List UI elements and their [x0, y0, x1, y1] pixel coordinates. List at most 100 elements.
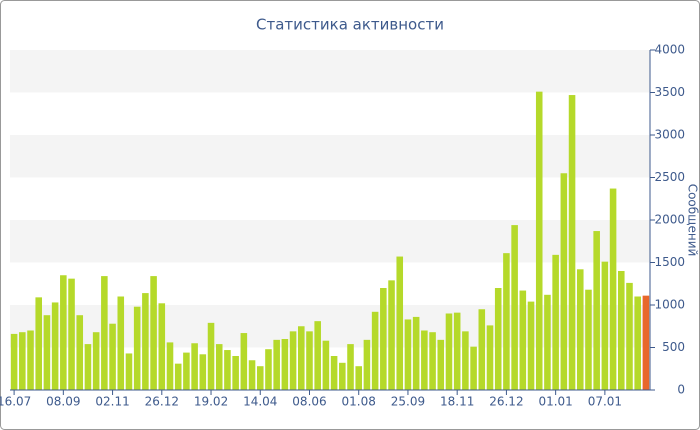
bar: [560, 173, 568, 390]
bar: [642, 295, 650, 390]
bar: [35, 297, 42, 390]
bar: [109, 323, 116, 390]
bar: [199, 354, 207, 390]
y-tick-label: 4000: [654, 43, 685, 57]
bar: [142, 293, 149, 390]
bar: [125, 353, 133, 390]
bar: [183, 352, 190, 390]
bar: [626, 282, 633, 390]
bar: [355, 366, 362, 390]
bar: [60, 275, 67, 390]
x-tick-label: 26.12: [145, 395, 179, 409]
bar: [150, 276, 157, 390]
x-tick-label: 19.02: [194, 395, 228, 409]
bar: [330, 356, 338, 390]
bar: [207, 322, 215, 390]
x-tick-label: 08.09: [46, 395, 80, 409]
bar: [396, 256, 404, 390]
x-tick-label: 02.11: [95, 395, 129, 409]
bar: [527, 301, 535, 390]
bar: [256, 366, 264, 390]
bar: [470, 346, 477, 390]
bar: [593, 231, 600, 390]
bar: [19, 332, 26, 390]
bar: [322, 340, 330, 390]
bar: [76, 315, 84, 390]
bar: [43, 315, 51, 390]
y-tick-label: 3000: [654, 128, 685, 142]
bar: [618, 271, 625, 390]
bar: [347, 344, 354, 390]
bar: [363, 339, 371, 390]
bar: [601, 261, 609, 390]
bar: [224, 350, 231, 390]
bar: [371, 311, 379, 390]
bar: [281, 339, 289, 390]
bar: [68, 278, 75, 390]
bar: [158, 303, 166, 390]
x-tick-label: 01.01: [538, 395, 572, 409]
bar: [117, 296, 125, 390]
bar: [544, 294, 551, 390]
bar: [92, 332, 100, 390]
bar: [503, 253, 510, 390]
grid-band: [10, 50, 650, 93]
bar: [133, 306, 141, 390]
grid-band: [10, 135, 650, 178]
bar: [174, 363, 182, 390]
bar: [421, 330, 428, 390]
bar: [215, 344, 223, 390]
bar: [535, 91, 543, 391]
bar: [232, 356, 239, 390]
y-tick-label: 3500: [654, 85, 685, 99]
bar: [404, 319, 412, 390]
y-axis-label: Сообщений: [686, 184, 700, 257]
bar: [634, 296, 641, 390]
y-tick-label: 500: [662, 340, 685, 354]
bar: [101, 276, 108, 390]
bar: [388, 280, 395, 390]
x-tick-label: 01.08: [342, 395, 376, 409]
y-tick-label: 2000: [654, 213, 685, 227]
bar: [437, 339, 445, 390]
grid-band: [10, 305, 650, 348]
bar: [339, 362, 346, 390]
bar: [429, 332, 436, 390]
y-tick-label: 1000: [654, 298, 685, 312]
bar: [568, 95, 576, 391]
bar: [306, 331, 313, 390]
bar: [84, 344, 92, 390]
bar: [240, 333, 248, 390]
x-tick-label: 16.07: [0, 395, 31, 409]
bar: [576, 269, 584, 390]
bar: [585, 289, 592, 390]
bar: [609, 188, 617, 390]
bar: [380, 288, 387, 390]
bar: [51, 302, 59, 390]
y-tick-label: 1500: [654, 255, 685, 269]
bar: [273, 339, 280, 390]
y-tick-label: 0: [677, 383, 685, 397]
bar: [453, 312, 461, 390]
bar: [552, 254, 559, 390]
bar: [10, 333, 18, 390]
x-tick-label: 07.01: [588, 395, 622, 409]
bar: [445, 313, 453, 390]
bar: [27, 330, 34, 390]
y-tick-label: 2500: [654, 170, 685, 184]
bar: [412, 316, 420, 390]
bar: [511, 225, 518, 390]
bar: [314, 321, 321, 390]
x-tick-label: 14.04: [243, 395, 277, 409]
x-tick-label: 26.12: [489, 395, 523, 409]
bar: [478, 309, 486, 390]
bar: [191, 343, 198, 390]
bar: [166, 342, 174, 390]
bar: [248, 360, 256, 390]
bar: [494, 288, 502, 390]
bar: [486, 325, 494, 390]
chart-title: Статистика активности: [256, 16, 444, 34]
bar: [298, 326, 305, 390]
x-tick-label: 08.06: [292, 395, 326, 409]
